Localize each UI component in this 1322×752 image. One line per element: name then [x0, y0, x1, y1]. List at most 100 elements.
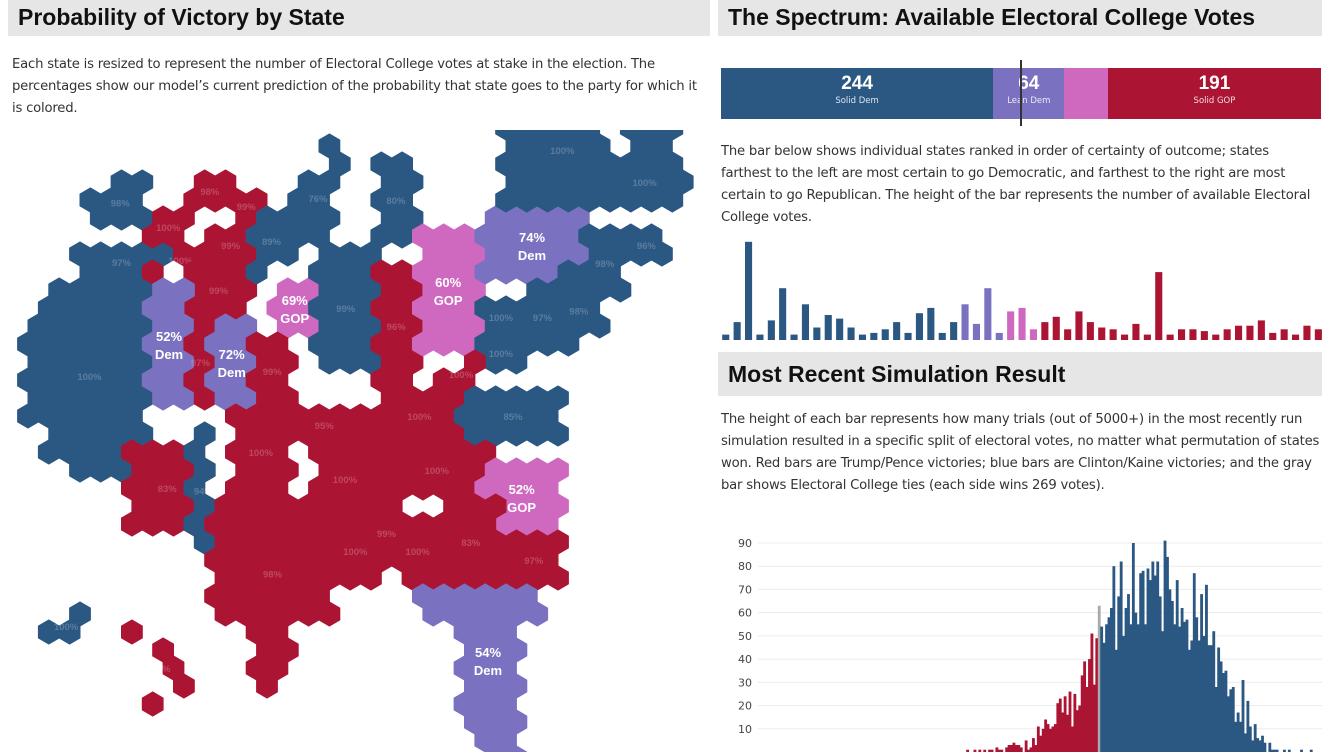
state-bar[interactable]	[1007, 311, 1015, 340]
state-bar[interactable]	[1075, 311, 1083, 340]
histogram-bar[interactable]	[1114, 649, 1118, 752]
histogram-bar[interactable]	[1049, 728, 1052, 752]
histogram-bar[interactable]	[1122, 635, 1126, 752]
histogram-bar[interactable]	[1192, 573, 1196, 752]
state-bar[interactable]	[1200, 331, 1208, 340]
histogram-bar[interactable]	[1112, 566, 1116, 752]
histogram-bar[interactable]	[1205, 584, 1208, 752]
state-bar[interactable]	[779, 288, 787, 340]
histogram-bar[interactable]	[1200, 594, 1203, 752]
histogram-bar[interactable]	[1178, 626, 1182, 752]
state-tile[interactable]: 100%	[17, 277, 154, 483]
state-bar[interactable]	[1029, 329, 1037, 340]
state-tile[interactable]: 80%	[370, 151, 424, 249]
histogram-bar[interactable]	[1270, 749, 1274, 752]
histogram-bar[interactable]	[1032, 738, 1035, 752]
histogram-bar[interactable]	[1258, 740, 1262, 752]
state-tile[interactable]: 83%	[432, 493, 507, 591]
histogram-bar[interactable]	[1129, 624, 1133, 752]
histogram-bar[interactable]	[1134, 612, 1138, 752]
state-tile[interactable]: 54% Dem	[412, 583, 549, 752]
histogram-bar[interactable]	[1214, 687, 1218, 752]
spectrum-segment-lean-dem[interactable]: 64 Lean Dem	[993, 68, 1065, 119]
histogram-bar[interactable]	[1117, 596, 1121, 752]
state-tile[interactable]: 96%	[619, 223, 673, 267]
histogram-bar[interactable]	[1127, 594, 1130, 752]
histogram-bar[interactable]	[1012, 742, 1016, 752]
state-tile[interactable]: 100%	[495, 130, 631, 213]
histogram-bar[interactable]	[990, 749, 994, 752]
state-bar[interactable]	[1246, 325, 1254, 340]
histogram-bar[interactable]	[1092, 684, 1096, 752]
histogram-bar[interactable]	[1175, 580, 1179, 752]
histogram-bar[interactable]	[995, 747, 999, 752]
state-bar[interactable]	[893, 322, 901, 340]
state-tile[interactable]: 99%	[225, 187, 268, 231]
state-bar[interactable]	[972, 323, 980, 340]
histogram-bar[interactable]	[1183, 621, 1186, 752]
state-tile[interactable]: 100%	[37, 601, 91, 645]
state-bar[interactable]	[1041, 322, 1049, 340]
histogram-bar[interactable]	[1080, 675, 1084, 752]
state-tile[interactable]: 97%	[121, 619, 195, 717]
histogram-bar[interactable]	[1019, 747, 1023, 752]
histogram-bar[interactable]	[1283, 749, 1286, 752]
state-tile[interactable]: 97%	[515, 277, 569, 357]
histogram-bar[interactable]	[1073, 693, 1077, 752]
histogram-bar[interactable]	[1083, 661, 1087, 752]
histogram-bar[interactable]	[997, 749, 1001, 752]
state-bar[interactable]	[1189, 329, 1197, 340]
histogram-bar[interactable]	[1187, 649, 1191, 752]
state-bar[interactable]	[1109, 329, 1117, 340]
histogram-bar[interactable]	[1163, 540, 1167, 752]
histogram-bar[interactable]	[1088, 659, 1091, 752]
state-tile[interactable]: 89%	[245, 205, 299, 285]
histogram-bar[interactable]	[1268, 742, 1272, 752]
histogram-bar[interactable]	[1222, 673, 1225, 752]
state-bar[interactable]	[1121, 334, 1129, 340]
state-tile[interactable]: 60% GOP	[412, 223, 486, 357]
state-bar[interactable]	[938, 332, 946, 340]
histogram-bar[interactable]	[1034, 745, 1038, 752]
histogram-bar[interactable]	[1144, 624, 1147, 752]
state-bar[interactable]	[1143, 334, 1151, 340]
histogram-bar[interactable]	[1105, 624, 1108, 752]
state-bar[interactable]	[801, 304, 809, 340]
state-bar[interactable]	[1212, 334, 1220, 340]
histogram-bar[interactable]	[1110, 608, 1113, 752]
histogram-bar[interactable]	[1158, 596, 1162, 752]
histogram-bar[interactable]	[1219, 661, 1223, 752]
spectrum-segment-solid-dem[interactable]: 244 Solid Dem	[721, 68, 994, 119]
histogram-bar[interactable]	[983, 749, 987, 752]
state-tile[interactable]: 98%	[640, 130, 673, 159]
histogram-bar[interactable]	[1051, 726, 1055, 752]
histogram-bar[interactable]	[1000, 749, 1004, 752]
histogram-bar[interactable]	[1166, 556, 1169, 752]
state-tile[interactable]: 100%	[225, 403, 299, 501]
histogram-bar[interactable]	[1151, 561, 1155, 752]
histogram-bar[interactable]	[1153, 575, 1157, 752]
state-bar[interactable]	[836, 318, 844, 340]
histogram-bar[interactable]	[1246, 700, 1250, 752]
histogram-bar[interactable]	[1197, 640, 1201, 752]
histogram-bar[interactable]	[1190, 640, 1194, 752]
histogram-bar[interactable]	[1024, 740, 1028, 752]
histogram-bar[interactable]	[1027, 749, 1030, 752]
histogram-bar[interactable]	[1231, 687, 1235, 752]
histogram-bar[interactable]	[1229, 689, 1233, 752]
state-tile[interactable]: 100%	[328, 511, 382, 591]
histogram-bar[interactable]	[1071, 726, 1074, 752]
state-bar[interactable]	[1166, 334, 1174, 340]
histogram-bar[interactable]	[1010, 745, 1013, 752]
histogram-bar[interactable]	[1224, 670, 1228, 752]
histogram-bar[interactable]	[1039, 735, 1043, 752]
histogram-bar[interactable]	[988, 749, 991, 752]
state-tile[interactable]: 99%	[308, 241, 382, 375]
state-bar[interactable]	[927, 307, 935, 340]
histogram-bar[interactable]	[1234, 721, 1238, 752]
histogram-bar[interactable]	[1068, 691, 1072, 752]
state-bar[interactable]	[1098, 327, 1106, 341]
histogram-bar[interactable]	[1005, 747, 1009, 752]
histogram-bar[interactable]	[1236, 712, 1240, 752]
state-bar[interactable]	[813, 327, 821, 341]
